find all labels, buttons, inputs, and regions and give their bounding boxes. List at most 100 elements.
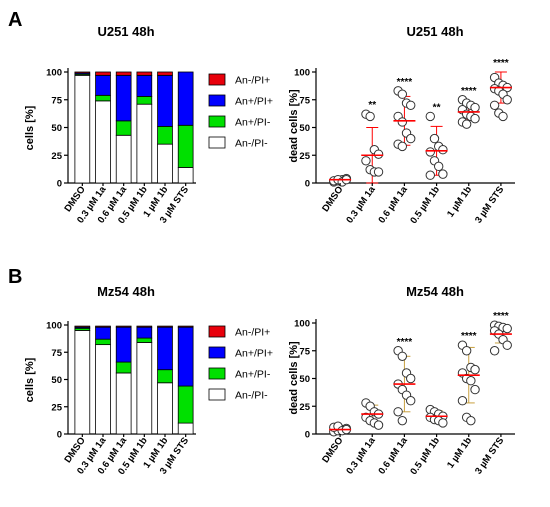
ylabel-u251-scatter: dead cells [%] [288, 89, 300, 163]
legend-label: An-/PI- [235, 138, 268, 150]
c2-bar-segment [95, 325, 111, 328]
c1-significance-label: ** [368, 100, 376, 111]
c1-ytick-label: 0 [305, 179, 310, 190]
c3-ytick-label: 0 [305, 430, 310, 441]
c3-xtick-label: 0.3 µM 1a [344, 435, 378, 477]
c1-data-point [489, 100, 500, 111]
c2-bar-segment [74, 325, 91, 328]
c1-xtick-label: 1 µM 1b [445, 184, 474, 219]
c0-bar-segment [74, 71, 91, 74]
c1-ytick-label: 100 [294, 68, 310, 79]
c0-bar-segment [115, 71, 132, 76]
c3-data-point [438, 418, 448, 428]
c0-bar-segment [136, 103, 153, 184]
c3-data-point [502, 340, 512, 350]
legend-swatch [208, 346, 226, 359]
c2-bar-segment [157, 382, 173, 435]
c1-xtick-label: DMSO [320, 184, 345, 214]
c2-bar-segment [115, 325, 132, 328]
c1-data-point [361, 156, 371, 166]
c0-bar-segment [177, 71, 194, 126]
legend-swatch [208, 367, 226, 380]
panel-letter-b: B [8, 266, 22, 288]
c0-bar-segment [177, 167, 194, 184]
c1-data-point [498, 111, 508, 122]
legend-label: An-/PI+ [235, 327, 270, 339]
legend-mz54: An-/PI+ An+/PI+ An+/PI- An-/PI- [208, 325, 273, 402]
c2-ytick-label: 25 [51, 402, 62, 413]
legend-swatch [208, 94, 226, 107]
c3-data-point [470, 364, 480, 375]
c3-data-point [397, 351, 408, 361]
c1-xtick-label: 0.5 µM 1b [408, 184, 442, 226]
c0-bar-segment [95, 71, 111, 76]
c3-ytick-label: 100 [294, 319, 310, 330]
c0-bar-segment [74, 74, 91, 184]
legend-label: An+/PI- [235, 117, 271, 129]
c1-data-point [373, 167, 384, 177]
c2-bar-segment [136, 326, 153, 339]
c1-significance-label: **** [397, 77, 413, 88]
c0-ytick-label: 75 [51, 95, 62, 106]
c2-bar-segment [136, 337, 153, 343]
c1-ytick-label: 25 [299, 151, 310, 162]
c2-bar-segment [74, 330, 91, 435]
legend-swatch [208, 73, 226, 86]
c1-data-point [397, 89, 408, 99]
c3-data-point [397, 415, 408, 426]
c1-data-point [397, 141, 408, 152]
c1-data-point [365, 111, 375, 122]
c1-data-point [470, 102, 480, 113]
c2-bar-segment [157, 326, 173, 371]
c2-ytick-label: 100 [46, 321, 62, 332]
c1-data-point [438, 169, 448, 179]
c1-data-point [425, 170, 435, 180]
legend-swatch [208, 136, 226, 149]
legend-u251: An-/PI+ An+/PI+ An+/PI- An-/PI- [208, 73, 273, 150]
c1-data-point [470, 113, 480, 124]
legend-swatch [208, 325, 226, 338]
ylabel-mz54-bars: cells [%] [24, 357, 36, 402]
c3-xtick-label: DMSO [320, 435, 345, 465]
c0-bar-segment [157, 143, 173, 184]
c2-bar-segment [115, 361, 132, 374]
c2-bar-segment [115, 326, 132, 363]
c3-data-point [502, 323, 512, 334]
c3-data-point [466, 415, 476, 426]
c2-ytick-label: 0 [57, 430, 62, 441]
c1-data-point [438, 145, 448, 155]
c1-ytick-label: 50 [299, 123, 310, 134]
c0-bar-segment [136, 71, 153, 76]
c1-data-point [433, 161, 444, 172]
c0-bar-segment [95, 100, 111, 184]
chart-title-mz54-bars: Mz54 48h [97, 284, 155, 299]
legend-label: An-/PI- [235, 390, 268, 402]
c1-data-point [373, 149, 384, 159]
c2-bar-segment [95, 338, 111, 346]
c3-xtick-label: 3 µM STS [473, 435, 506, 476]
c3-data-point [406, 373, 416, 384]
ylabel-u251-bars: cells [%] [24, 105, 36, 150]
legend-label: An+/PI+ [235, 96, 273, 108]
c0-ytick-label: 25 [51, 151, 62, 162]
c0-bar-segment [136, 96, 153, 105]
panel-letter-a: A [8, 9, 22, 31]
c3-data-point [393, 407, 403, 417]
c0-bar-segment [157, 74, 173, 127]
c2-bar-segment [157, 325, 173, 328]
c3-data-point [470, 384, 480, 395]
c0-bar-segment [136, 74, 153, 97]
legend-label: An+/PI- [235, 369, 271, 381]
c3-data-point [373, 420, 384, 430]
c3-ytick-label: 50 [299, 374, 310, 385]
legend-swatch [208, 115, 226, 128]
c1-data-point [406, 100, 416, 111]
c1-xtick-label: 3 µM STS [473, 184, 506, 225]
c1-significance-label: **** [461, 86, 477, 97]
c0-bar-segment [157, 71, 173, 76]
legend-label: An-/PI+ [235, 75, 270, 87]
